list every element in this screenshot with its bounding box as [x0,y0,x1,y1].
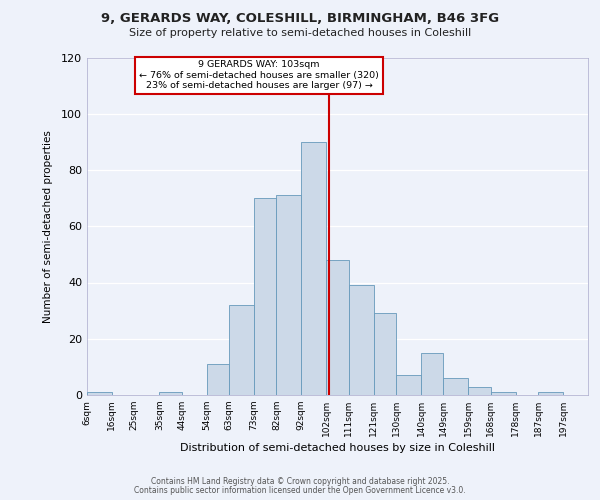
Text: Contains HM Land Registry data © Crown copyright and database right 2025.: Contains HM Land Registry data © Crown c… [151,477,449,486]
Bar [87,392,112,395]
Bar [254,198,277,395]
Text: Contains public sector information licensed under the Open Government Licence v3: Contains public sector information licen… [134,486,466,495]
Text: 9, GERARDS WAY, COLESHILL, BIRMINGHAM, B46 3FG: 9, GERARDS WAY, COLESHILL, BIRMINGHAM, B… [101,12,499,26]
Bar [277,196,301,395]
Bar [538,392,563,395]
Bar [206,364,229,395]
Text: Size of property relative to semi-detached houses in Coleshill: Size of property relative to semi-detach… [129,28,471,38]
Text: 9 GERARDS WAY: 103sqm
← 76% of semi-detached houses are smaller (320)
23% of sem: 9 GERARDS WAY: 103sqm ← 76% of semi-deta… [139,60,379,90]
Bar [374,314,396,395]
Bar [229,305,254,395]
Bar [443,378,469,395]
Y-axis label: Number of semi-detached properties: Number of semi-detached properties [43,130,53,322]
X-axis label: Distribution of semi-detached houses by size in Coleshill: Distribution of semi-detached houses by … [180,443,495,453]
Bar [396,376,421,395]
Bar [159,392,182,395]
Bar [421,353,443,395]
Bar [301,142,326,395]
Bar [469,386,491,395]
Bar [349,286,374,395]
Bar [326,260,349,395]
Bar [491,392,516,395]
